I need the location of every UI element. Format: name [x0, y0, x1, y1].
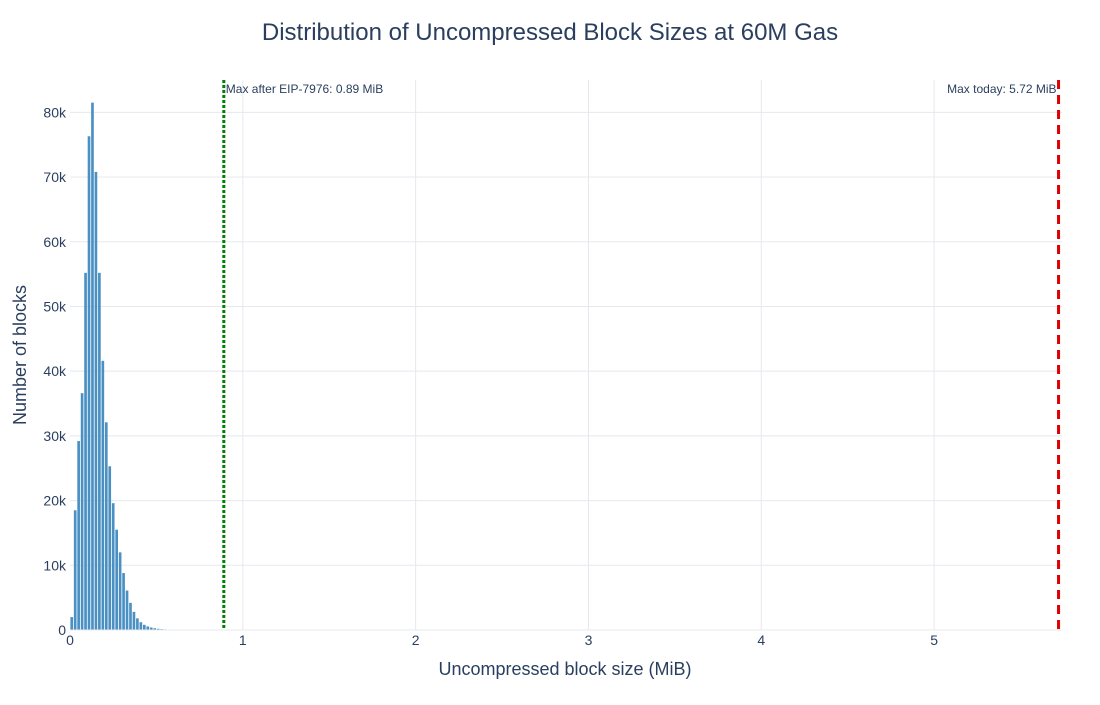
- y-tick-label: 20k: [43, 493, 67, 509]
- grid-lines: [70, 80, 1062, 630]
- x-tick-label: 2: [412, 632, 420, 648]
- histogram-bar: [102, 361, 105, 630]
- histogram-bar: [108, 466, 111, 630]
- chart-title: Distribution of Uncompressed Block Sizes…: [262, 19, 838, 46]
- histogram-bar: [119, 552, 122, 630]
- histogram-bar: [146, 626, 149, 630]
- y-tick-label: 60k: [43, 234, 67, 250]
- x-tick-label: 5: [930, 632, 938, 648]
- histogram-bar: [77, 441, 80, 630]
- annotations: Max after EIP-7976: 0.89 MiB Max today: 5…: [224, 80, 1059, 630]
- histogram-bar: [133, 612, 136, 630]
- histogram-bar: [70, 617, 73, 630]
- histogram-bar: [126, 591, 129, 630]
- histogram-bar: [81, 393, 84, 630]
- histogram-bar: [91, 103, 94, 630]
- histogram-bar: [98, 273, 101, 630]
- x-tick-label: 3: [585, 632, 593, 648]
- histogram-bar: [122, 573, 125, 630]
- histogram-bar: [88, 136, 91, 630]
- axes: 0 10k 20k 30k 40k 50k 60k 70k 80k 0 1 2 3 4 5: [43, 104, 1062, 648]
- histogram-bars: [70, 103, 207, 630]
- y-tick-label: 30k: [43, 428, 67, 444]
- histogram-bar: [112, 503, 115, 630]
- eip-7976-max-annotation: Max after EIP-7976: 0.89 MiB: [226, 82, 383, 96]
- histogram-bar: [129, 603, 132, 630]
- histogram-bar: [84, 273, 87, 630]
- y-axis-label: Number of blocks: [10, 285, 30, 425]
- y-tick-label: 70k: [43, 169, 67, 185]
- y-tick-label: 50k: [43, 298, 67, 314]
- x-tick-label: 4: [757, 632, 765, 648]
- x-tick-label: 1: [239, 632, 247, 648]
- histogram-bar: [115, 530, 118, 630]
- histogram-bar: [74, 510, 77, 630]
- max-today-annotation: Max today: 5.72 MiB: [947, 82, 1056, 96]
- histogram-bar: [140, 622, 143, 630]
- x-tick-label: 0: [66, 632, 74, 648]
- histogram-bar: [143, 625, 146, 630]
- histogram-bar: [136, 618, 139, 630]
- x-axis-label: Uncompressed block size (MiB): [438, 659, 691, 679]
- y-tick-label: 0: [58, 622, 66, 638]
- y-tick-label: 40k: [43, 363, 67, 379]
- histogram-bar: [105, 422, 108, 630]
- y-tick-label: 80k: [43, 104, 67, 120]
- y-tick-label: 10k: [43, 557, 67, 573]
- histogram-bar: [95, 172, 98, 630]
